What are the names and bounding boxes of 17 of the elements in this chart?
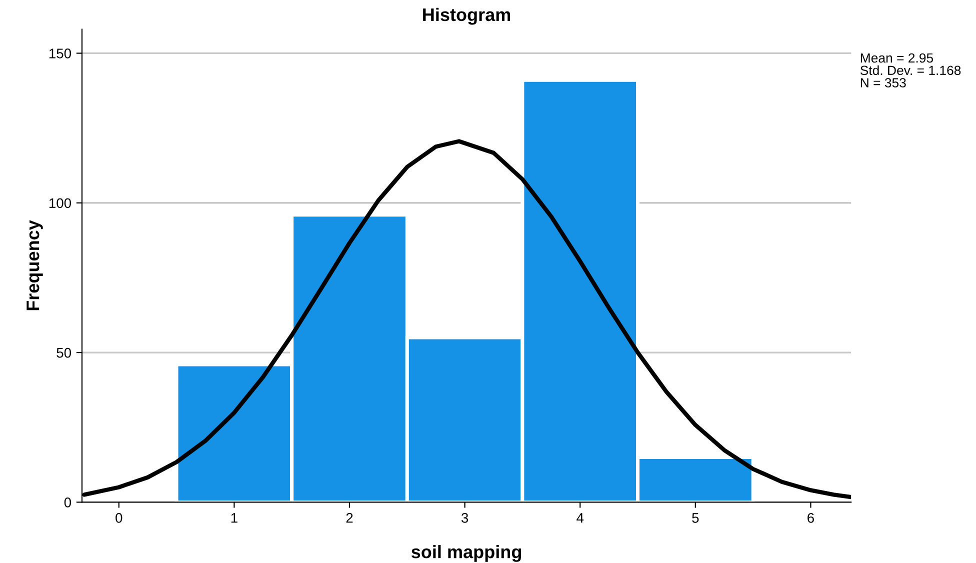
x-axis-title: soil mapping bbox=[411, 545, 521, 562]
x-tick-label: 5 bbox=[692, 513, 699, 523]
x-tick-label: 1 bbox=[231, 513, 238, 523]
text: Mean = 2.95 bbox=[860, 53, 934, 63]
text: N = 353 bbox=[860, 78, 906, 88]
x-tick-label: 6 bbox=[808, 512, 814, 523]
chart-title: Histogram bbox=[423, 8, 510, 25]
x-tick-label: 3 bbox=[461, 512, 468, 523]
y-tick-label: 50 bbox=[56, 348, 72, 358]
y-tick-label: 150 bbox=[49, 48, 72, 58]
x-tick-label: 4 bbox=[576, 513, 584, 523]
x-tick-label: 2 bbox=[346, 512, 353, 523]
y-axis-title: Frequency bbox=[26, 220, 43, 310]
y-tick-label: 100 bbox=[49, 198, 72, 208]
text: Std. Dev. = 1.168 bbox=[860, 65, 961, 76]
x-tick-label: 0 bbox=[116, 512, 122, 523]
y-tick-label: 0 bbox=[64, 498, 72, 508]
